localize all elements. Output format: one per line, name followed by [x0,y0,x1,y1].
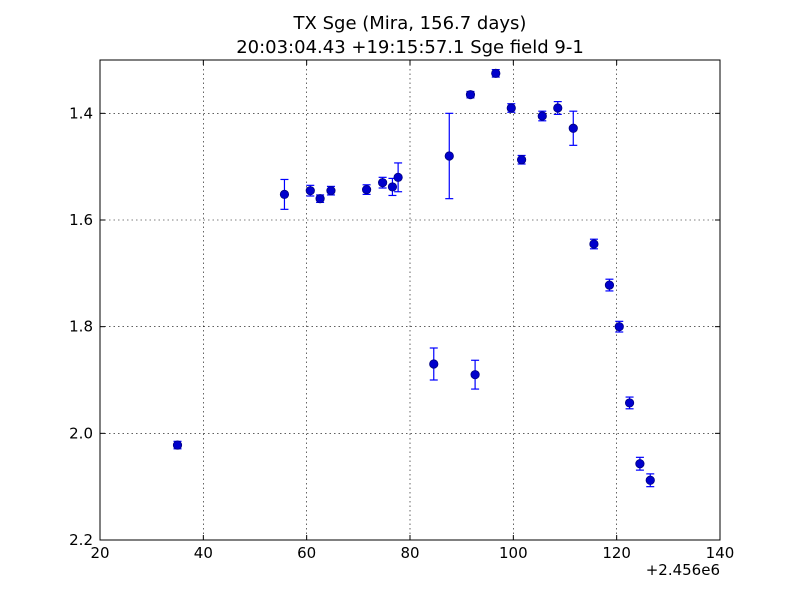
data-point [393,172,403,182]
data-point [315,194,325,204]
x-tick-label: 60 [297,544,316,562]
data-point [491,68,501,78]
data-point [568,123,578,133]
data-point [305,186,315,196]
data-point [614,322,624,332]
x-tick-label: 100 [499,544,528,562]
x-offset-label: +2.456e6 [646,561,720,579]
data-point [429,359,439,369]
data-point [506,103,516,113]
y-tick-label: 2.2 [69,531,93,549]
data-point [387,182,398,192]
data-point [645,475,655,485]
x-tick-label: 20 [90,544,109,562]
data-point [516,155,527,165]
data-point [470,370,480,380]
data-point [589,239,599,249]
grid-lines [100,60,720,540]
data-point [537,111,547,121]
data-point [326,186,336,196]
y-tick-label: 1.4 [69,104,93,122]
tick-labels: 20 40 60 80 100 120 140 1.4 1.6 1.8 2.0 2.2 [69,104,734,562]
data-points [172,68,655,485]
x-tick-label: 120 [602,544,631,562]
x-tick-label: 140 [706,544,735,562]
data-point [172,440,183,450]
y-tick-label: 1.6 [69,211,93,229]
data-point [553,103,563,113]
y-tick-label: 2.0 [69,424,93,442]
x-tick-label: 80 [400,544,419,562]
data-point [604,280,615,290]
y-tick-label: 1.8 [69,318,93,336]
error-bars [173,68,655,488]
chart-title-line1: TX Sge (Mira, 156.7 days) [293,13,527,34]
data-point [361,185,372,195]
data-point [635,459,645,469]
data-point [465,90,476,100]
data-point [279,189,290,199]
data-point [378,178,388,188]
chart-title-line2: 20:03:04.43 +19:15:57.1 Sge field 9-1 [236,37,584,58]
data-point [444,151,454,161]
data-point [624,398,635,408]
plot-frame [99,59,721,541]
x-tick-label: 40 [194,544,213,562]
